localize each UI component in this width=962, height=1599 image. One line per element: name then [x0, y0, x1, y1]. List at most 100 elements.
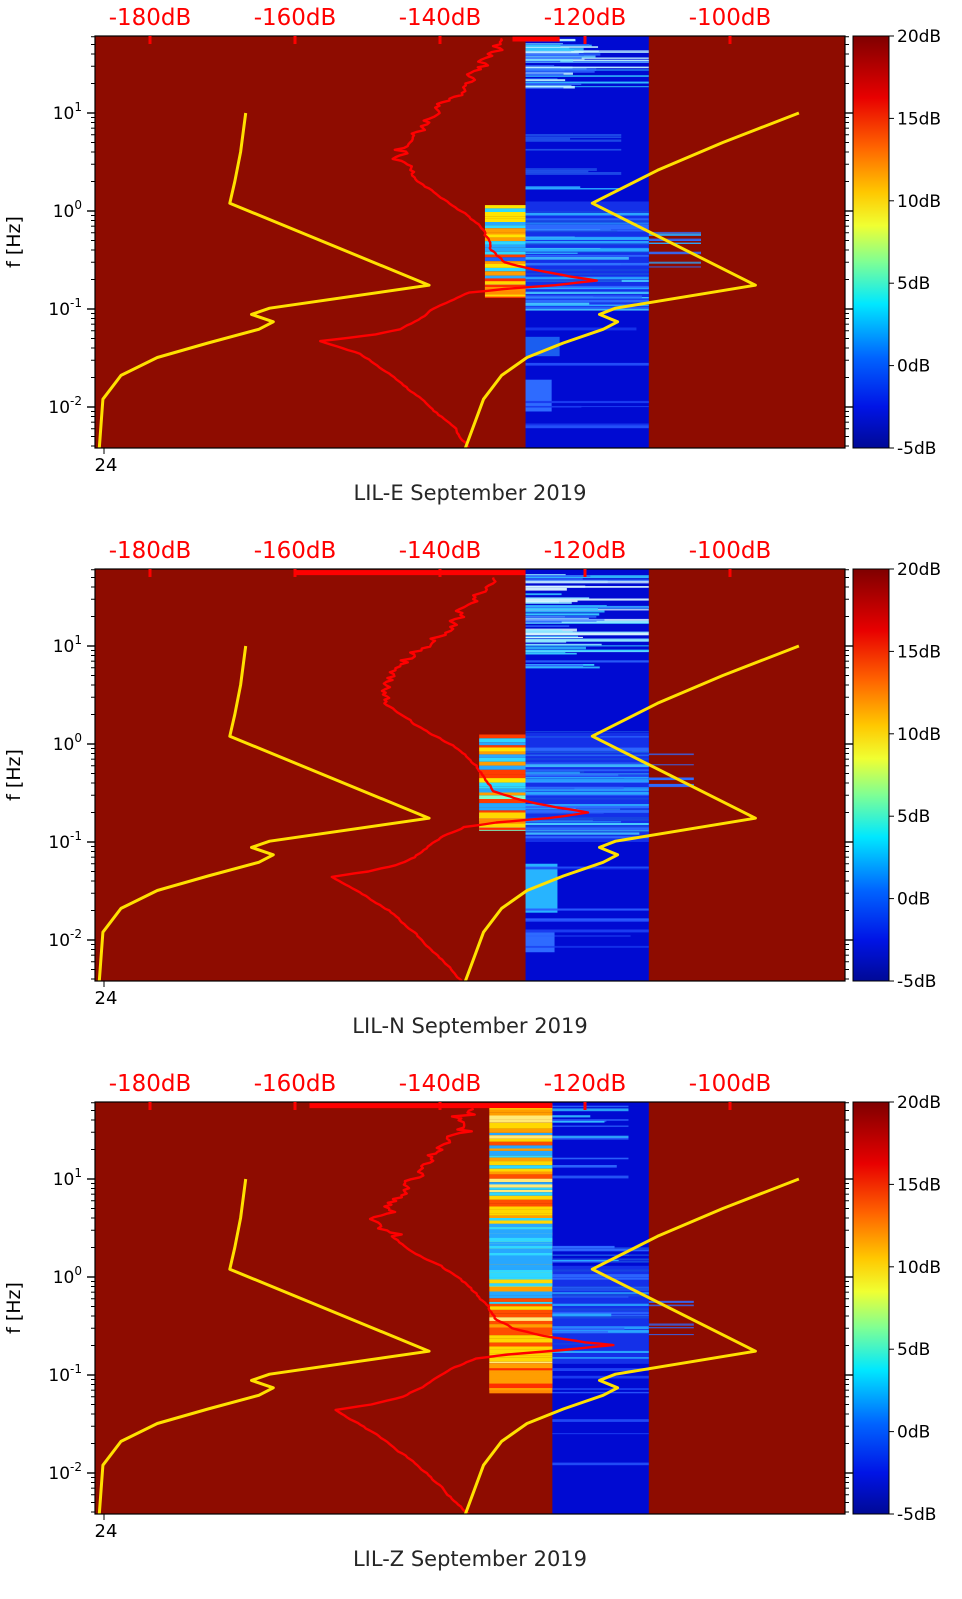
noise-model-low-curve	[97, 645, 431, 981]
db-tick-label: -100dB	[689, 1071, 772, 1097]
db-tick-label: -160dB	[254, 538, 337, 564]
db-tick-label: -140dB	[399, 5, 482, 31]
panel-lil-e: -180dB -160dB -140dB -120dB -100dB 101 100 10-1…	[0, 0, 962, 533]
db-tick	[293, 36, 297, 44]
plot-frame	[94, 1101, 846, 1515]
db-tick	[438, 36, 442, 44]
db-tick	[583, 1102, 587, 1110]
freq-tick-label: 10-2	[48, 927, 82, 951]
colorbar-gradient	[852, 1101, 890, 1515]
db-tick-label: -160dB	[254, 5, 337, 31]
colorbar-tick-label: 0dB	[897, 357, 930, 377]
colorbar-gradient	[852, 568, 890, 982]
colorbar-tick-label: 20dB	[897, 560, 941, 580]
colorbar-tick-label: 10dB	[897, 192, 941, 212]
heatmap-area	[95, 1102, 845, 1514]
colorbar-tick-label: -5dB	[897, 439, 936, 459]
colorbar-tick-label: -5dB	[897, 1505, 936, 1525]
db-tick-label: -180dB	[109, 538, 192, 564]
freq-tick-label: 100	[53, 731, 82, 755]
colorbar-tick-label: 15dB	[897, 109, 941, 129]
db-tick	[728, 1102, 732, 1110]
db-tick-label: -140dB	[399, 1071, 482, 1097]
db-tick	[583, 36, 587, 44]
chart-lil-z: -180dB -160dB -140dB -120dB -100dB 101 100 10-1…	[3, 1071, 941, 1542]
colorbar: 20dB 15dB 10dB 5dB 0dB -5dB	[852, 27, 941, 459]
db-tick	[438, 1102, 442, 1110]
colorbar-tick-label: 5dB	[897, 807, 930, 827]
freq-tick-label: 10-2	[48, 1460, 82, 1484]
db-tick-label: -120dB	[544, 5, 627, 31]
noise-model-high-curve	[463, 644, 800, 981]
db-tick-label: -180dB	[109, 5, 192, 31]
db-tick-label: -100dB	[689, 5, 772, 31]
y-axis-label: f [Hz]	[3, 1282, 25, 1334]
chart-lil-e: -180dB -160dB -140dB -120dB -100dB 101 100 10-1…	[3, 5, 941, 476]
db-tick	[148, 569, 152, 577]
noise-model-high-curve	[463, 1177, 800, 1514]
freq-tick-label: 10-2	[48, 394, 82, 418]
noise-model-high-curve	[463, 111, 800, 448]
freq-tick-label: 101	[53, 100, 82, 124]
db-tick-label: -160dB	[254, 1071, 337, 1097]
top-db-axis: -180dB -160dB -140dB -120dB -100dB	[109, 1071, 772, 1110]
bottom-tick-label: 24	[95, 455, 118, 476]
noise-model-low-curve	[97, 112, 431, 448]
db-tick	[293, 1102, 297, 1110]
colorbar: 20dB 15dB 10dB 5dB 0dB -5dB	[852, 1093, 941, 1525]
freq-tick-label: 10-1	[48, 296, 82, 320]
plot-frame	[94, 35, 846, 449]
colorbar-tick-label: 5dB	[897, 274, 930, 294]
colorbar-tick-label: -5dB	[897, 972, 936, 992]
db-tick	[148, 36, 152, 44]
frequency-axis: 101 100 10-1 10-2	[48, 1102, 853, 1513]
colorbar-tick-label: 20dB	[897, 1093, 941, 1113]
db-tick	[438, 569, 442, 577]
panel-title-lil-n: LIL-N September 2019	[352, 1014, 588, 1038]
colorbar-tick-label: 0dB	[897, 1423, 930, 1443]
heatmap-area	[95, 569, 845, 981]
colorbar-tick-label: 10dB	[897, 725, 941, 745]
colorbar-gradient	[852, 35, 890, 449]
y-axis-label: f [Hz]	[3, 749, 25, 801]
frequency-axis: 101 100 10-1 10-2	[48, 36, 853, 447]
psd-mode-curve	[319, 37, 598, 448]
db-tick-label: -140dB	[399, 538, 482, 564]
panel-lil-z: -180dB -160dB -140dB -120dB -100dB 101 100 10-1…	[0, 1066, 962, 1599]
colorbar-tick-label: 0dB	[897, 890, 930, 910]
noise-model-low-curve	[97, 1178, 431, 1514]
freq-tick-label: 100	[53, 198, 82, 222]
heatmap-area	[95, 36, 845, 448]
db-tick	[728, 36, 732, 44]
colorbar-tick-label: 20dB	[897, 27, 941, 47]
db-tick	[583, 569, 587, 577]
db-tick-label: -100dB	[689, 538, 772, 564]
db-tick	[148, 1102, 152, 1110]
colorbar: 20dB 15dB 10dB 5dB 0dB -5dB	[852, 560, 941, 992]
panel-title-lil-z: LIL-Z September 2019	[352, 1547, 588, 1571]
top-db-axis: -180dB -160dB -140dB -120dB -100dB	[109, 5, 772, 44]
colorbar-tick-label: 10dB	[897, 1258, 941, 1278]
top-db-axis: -180dB -160dB -140dB -120dB -100dB	[109, 538, 772, 577]
colorbar-tick-label: 5dB	[897, 1340, 930, 1360]
db-tick	[728, 569, 732, 577]
db-tick	[293, 569, 297, 577]
plot-frame	[94, 568, 846, 982]
freq-tick-label: 10-1	[48, 829, 82, 853]
db-tick-label: -120dB	[544, 538, 627, 564]
panel-lil-n: -180dB -160dB -140dB -120dB -100dB 101 100 10-1…	[0, 533, 962, 1066]
y-axis-label: f [Hz]	[3, 216, 25, 268]
freq-tick-label: 101	[53, 1166, 82, 1190]
colorbar-tick-label: 15dB	[897, 642, 941, 662]
bottom-tick-label: 24	[95, 988, 118, 1009]
panel-title-lil-e: LIL-E September 2019	[353, 481, 587, 505]
frequency-axis: 101 100 10-1 10-2	[48, 569, 853, 980]
colorbar-tick-label: 15dB	[897, 1175, 941, 1195]
psd-mode-curve	[330, 577, 590, 981]
psd-mode-curve	[334, 1107, 615, 1514]
freq-tick-label: 100	[53, 1264, 82, 1288]
db-tick-label: -180dB	[109, 1071, 192, 1097]
db-tick-label: -120dB	[544, 1071, 627, 1097]
bottom-tick-label: 24	[95, 1521, 118, 1542]
